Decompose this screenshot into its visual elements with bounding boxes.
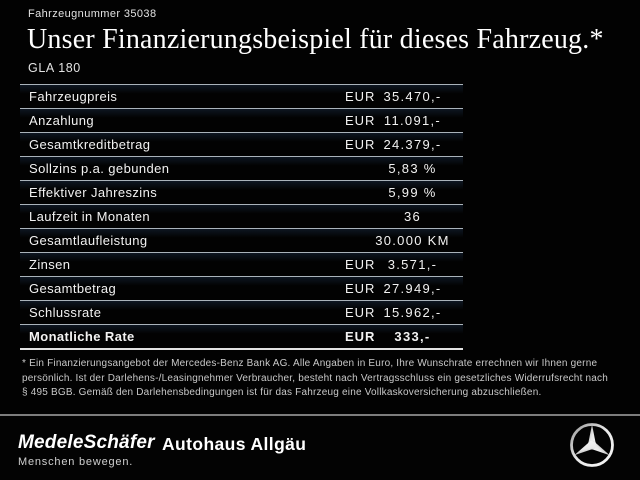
table-row: Gesamtlaufleistung 30.000 KM <box>20 229 463 253</box>
row-value: 35.470,- <box>383 89 442 104</box>
row-label: Zinsen <box>29 257 71 272</box>
dealer-tagline: Menschen bewegen. <box>18 456 134 468</box>
row-currency: EUR <box>345 329 376 344</box>
row-label: Gesamtkreditbetrag <box>29 137 151 152</box>
row-label: Gesamtbetrag <box>29 281 117 296</box>
dealer-logo-autohaus-allgaeu: Autohaus Allgäu <box>162 434 307 454</box>
row-label: Schlussrate <box>29 305 102 320</box>
footnote-line: persönlich. Ist der Darlehens-/Leasingne… <box>22 372 609 384</box>
row-label: Anzahlung <box>29 113 95 128</box>
legal-footnote: * Ein Finanzierungsangebot der Mercedes-… <box>22 357 624 401</box>
row-value: 24.379,- <box>383 137 442 152</box>
footnote-line: § 495 BGB. Gemäß den Darlehensbedingunge… <box>22 387 542 398</box>
table-row: Schlussrate EUR 15.962,- <box>20 301 463 325</box>
vehicle-model: GLA 180 <box>28 61 81 75</box>
row-value: 5,83 % <box>388 161 437 176</box>
footnote-line: * Ein Finanzierungsangebot der Mercedes-… <box>22 358 598 369</box>
table-row: Fahrzeugpreis EUR 35.470,- <box>20 85 463 109</box>
row-label: Sollzins p.a. gebunden <box>29 161 170 176</box>
row-currency: EUR <box>345 113 376 128</box>
row-value: 11.091,- <box>383 113 442 128</box>
row-label: Laufzeit in Monaten <box>29 209 151 224</box>
page-title: Unser Finanzierungsbeispiel für dieses F… <box>27 24 604 55</box>
vehicle-number: Fahrzeugnummer 35038 <box>28 8 157 20</box>
dealer-logo-medele-schaefer: MedeleSchäfer <box>18 432 155 453</box>
row-value: 333,- <box>394 329 431 344</box>
mercedes-star-icon <box>570 423 614 467</box>
table-row: Gesamtkreditbetrag EUR 24.379,- <box>20 133 463 157</box>
footer-bar <box>0 416 640 480</box>
row-currency: EUR <box>345 89 376 104</box>
row-label: Monatliche Rate <box>29 329 135 344</box>
row-value: 5,99 % <box>388 185 437 200</box>
table-row: Effektiver Jahreszins 5,99 % <box>20 181 463 205</box>
row-currency: EUR <box>345 137 376 152</box>
finance-table: Fahrzeugpreis EUR 35.470,- Anzahlung EUR… <box>20 84 463 350</box>
row-label: Gesamtlaufleistung <box>29 233 148 248</box>
row-currency: EUR <box>345 281 376 296</box>
table-row: Anzahlung EUR 11.091,- <box>20 109 463 133</box>
table-row: Zinsen EUR 3.571,- <box>20 253 463 277</box>
row-currency: EUR <box>345 305 376 320</box>
table-row-monthly-rate: Monatliche Rate EUR 333,- <box>20 325 463 350</box>
table-row: Gesamtbetrag EUR 27.949,- <box>20 277 463 301</box>
row-value: 36 <box>403 209 422 224</box>
row-value: 3.571,- <box>387 257 438 272</box>
row-value: 27.949,- <box>383 281 442 296</box>
row-label: Effektiver Jahreszins <box>29 185 158 200</box>
row-value: 30.000 KM <box>375 233 450 248</box>
row-value: 15.962,- <box>383 305 442 320</box>
table-row: Sollzins p.a. gebunden 5,83 % <box>20 157 463 181</box>
table-row: Laufzeit in Monaten 36 <box>20 205 463 229</box>
row-currency: EUR <box>345 257 376 272</box>
row-label: Fahrzeugpreis <box>29 89 118 104</box>
footer-divider <box>0 414 640 416</box>
